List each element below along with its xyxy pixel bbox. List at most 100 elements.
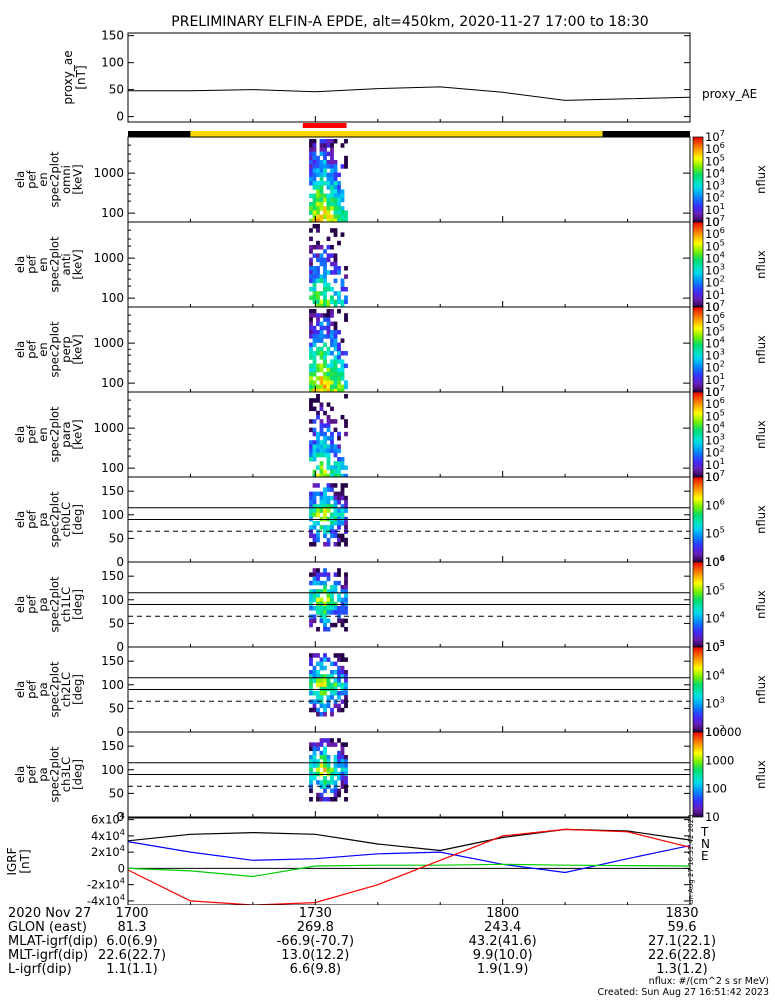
spectrogram-cell — [312, 406, 317, 412]
spectrogram-cell — [312, 313, 317, 318]
spectrogram-cell — [333, 278, 338, 284]
spectrogram-cell — [330, 388, 334, 394]
spectrogram-cell — [337, 372, 341, 377]
spectrogram-cell — [323, 436, 327, 441]
spectrogram-cell — [330, 670, 334, 675]
spectrogram-cell — [312, 440, 317, 445]
ephemeris-value: 1.3(1.2) — [656, 962, 708, 977]
spectrogram-cell — [312, 431, 317, 437]
spectrogram-cell — [326, 542, 331, 547]
y-tick-label: 100 — [101, 763, 124, 777]
spectrogram-cell — [326, 402, 331, 407]
spectrogram-cell — [326, 176, 331, 182]
spectrogram-cell — [312, 359, 317, 364]
spectrogram-cell — [316, 797, 320, 802]
spectrogram-cell — [330, 473, 334, 479]
spectrogram-cell — [309, 504, 313, 509]
spectrogram-cell — [330, 533, 334, 539]
spectrogram-cell — [337, 618, 341, 624]
spectrogram-cell — [333, 342, 338, 348]
spectrogram-cell — [309, 593, 313, 598]
spectrogram-cell — [309, 440, 313, 445]
spectrogram-cell — [337, 572, 341, 577]
spectrogram-cell — [330, 261, 334, 267]
spec2plot_ch2LC-panel: 050100150elapefpaspec2plotch2LC[deg]1021… — [13, 638, 768, 739]
spectrogram-cell — [316, 218, 320, 224]
spectrogram-cell — [340, 491, 345, 497]
side-timestamp: Sun Aug 27 16:51:42 2023 — [687, 814, 695, 905]
spectrogram-cell — [312, 580, 317, 586]
spectrogram-cell — [316, 278, 320, 284]
spectrogram-cell — [340, 282, 345, 288]
spectrogram-cell — [326, 780, 331, 785]
spectrogram-cell — [309, 321, 313, 327]
spectrogram-cell — [337, 431, 341, 437]
y-tick-label: 50 — [109, 616, 124, 630]
spectrogram-cell — [340, 746, 345, 752]
spectrogram-cell — [319, 491, 324, 497]
spectrogram-cell — [312, 147, 317, 152]
spectrogram-cell — [323, 703, 327, 709]
spectrogram-cell — [326, 143, 331, 148]
spectrogram-cell — [337, 568, 341, 573]
spectrogram-cell — [319, 363, 324, 369]
spectrogram-cell — [312, 699, 317, 704]
spectrogram-cell — [316, 763, 320, 768]
spectrogram-cell — [316, 376, 320, 381]
spectrogram-cell — [333, 755, 338, 760]
spectrogram-cell — [309, 682, 313, 688]
spectrogram-cell — [337, 206, 341, 211]
spectrogram-cell — [309, 355, 313, 360]
spectrogram-cell — [323, 542, 327, 547]
spectrogram-cell — [319, 504, 324, 509]
spectrogram-cell — [309, 580, 313, 586]
spectrogram-cell — [309, 491, 313, 497]
spectrogram-cell — [326, 185, 331, 190]
spectrogram-cell — [316, 746, 320, 752]
y-axis-label: elapefenspec2plotanti[keV] — [13, 236, 85, 293]
proxy-ae-panel: 0 50 100 150 proxy_ae[nT] proxy_AE — [61, 29, 757, 124]
spectrogram-cell — [319, 384, 324, 390]
spectrogram-cell — [340, 521, 345, 526]
spectrogram-cell — [340, 780, 345, 785]
spectrogram-cell — [344, 797, 348, 802]
y-tick-label: 0 — [116, 810, 124, 824]
y-axis-label: proxy_ae[nT] — [61, 50, 88, 104]
spectrogram-cell — [316, 266, 320, 271]
y-tick-label: 150 — [101, 569, 124, 583]
spectrogram-cell — [330, 372, 334, 377]
spectrogram-cell — [333, 606, 338, 611]
panel-frame — [127, 731, 691, 818]
spectrogram-cell — [323, 359, 327, 364]
spectrogram-cell — [330, 185, 334, 190]
colorbar-tick-label: 102 — [705, 444, 725, 460]
spectrogram-cell — [340, 232, 345, 237]
spectrogram-cell — [326, 427, 331, 433]
spectrogram-cell — [333, 291, 338, 296]
spectrogram-cell — [316, 363, 320, 369]
spectrogram-cell — [319, 139, 324, 144]
colorbar-tick-label: 107 — [705, 213, 725, 229]
ephemeris-row-label: 2020 Nov 27 — [8, 906, 92, 921]
y-tick-label: 150 — [101, 739, 124, 753]
spectrogram-cell — [337, 788, 341, 794]
spectrogram-cell — [309, 367, 313, 373]
spectrogram-cell — [316, 533, 320, 539]
spectrogram-cell — [330, 139, 334, 144]
colorbar-label: nflux — [754, 675, 768, 704]
spectrogram-cell — [326, 376, 331, 381]
y-tick-label: 100 — [101, 508, 124, 522]
spectrogram-cell — [330, 176, 334, 182]
spectrogram-cell — [330, 469, 334, 475]
spectrogram-cell — [337, 193, 341, 199]
colorbar-tick-label: 104 — [705, 666, 725, 682]
igrf-legend-label: T — [700, 825, 709, 839]
spectrogram-cell — [309, 245, 313, 250]
spectrogram-cell — [312, 597, 317, 603]
spectrogram-cell — [326, 767, 331, 773]
spectrogram-cell — [319, 151, 324, 157]
spectrogram-cell — [312, 206, 317, 211]
ephemeris-value: 22.6(22.7) — [97, 948, 167, 963]
spectrogram-cell — [312, 168, 317, 173]
spectrogram-cell — [340, 699, 345, 704]
